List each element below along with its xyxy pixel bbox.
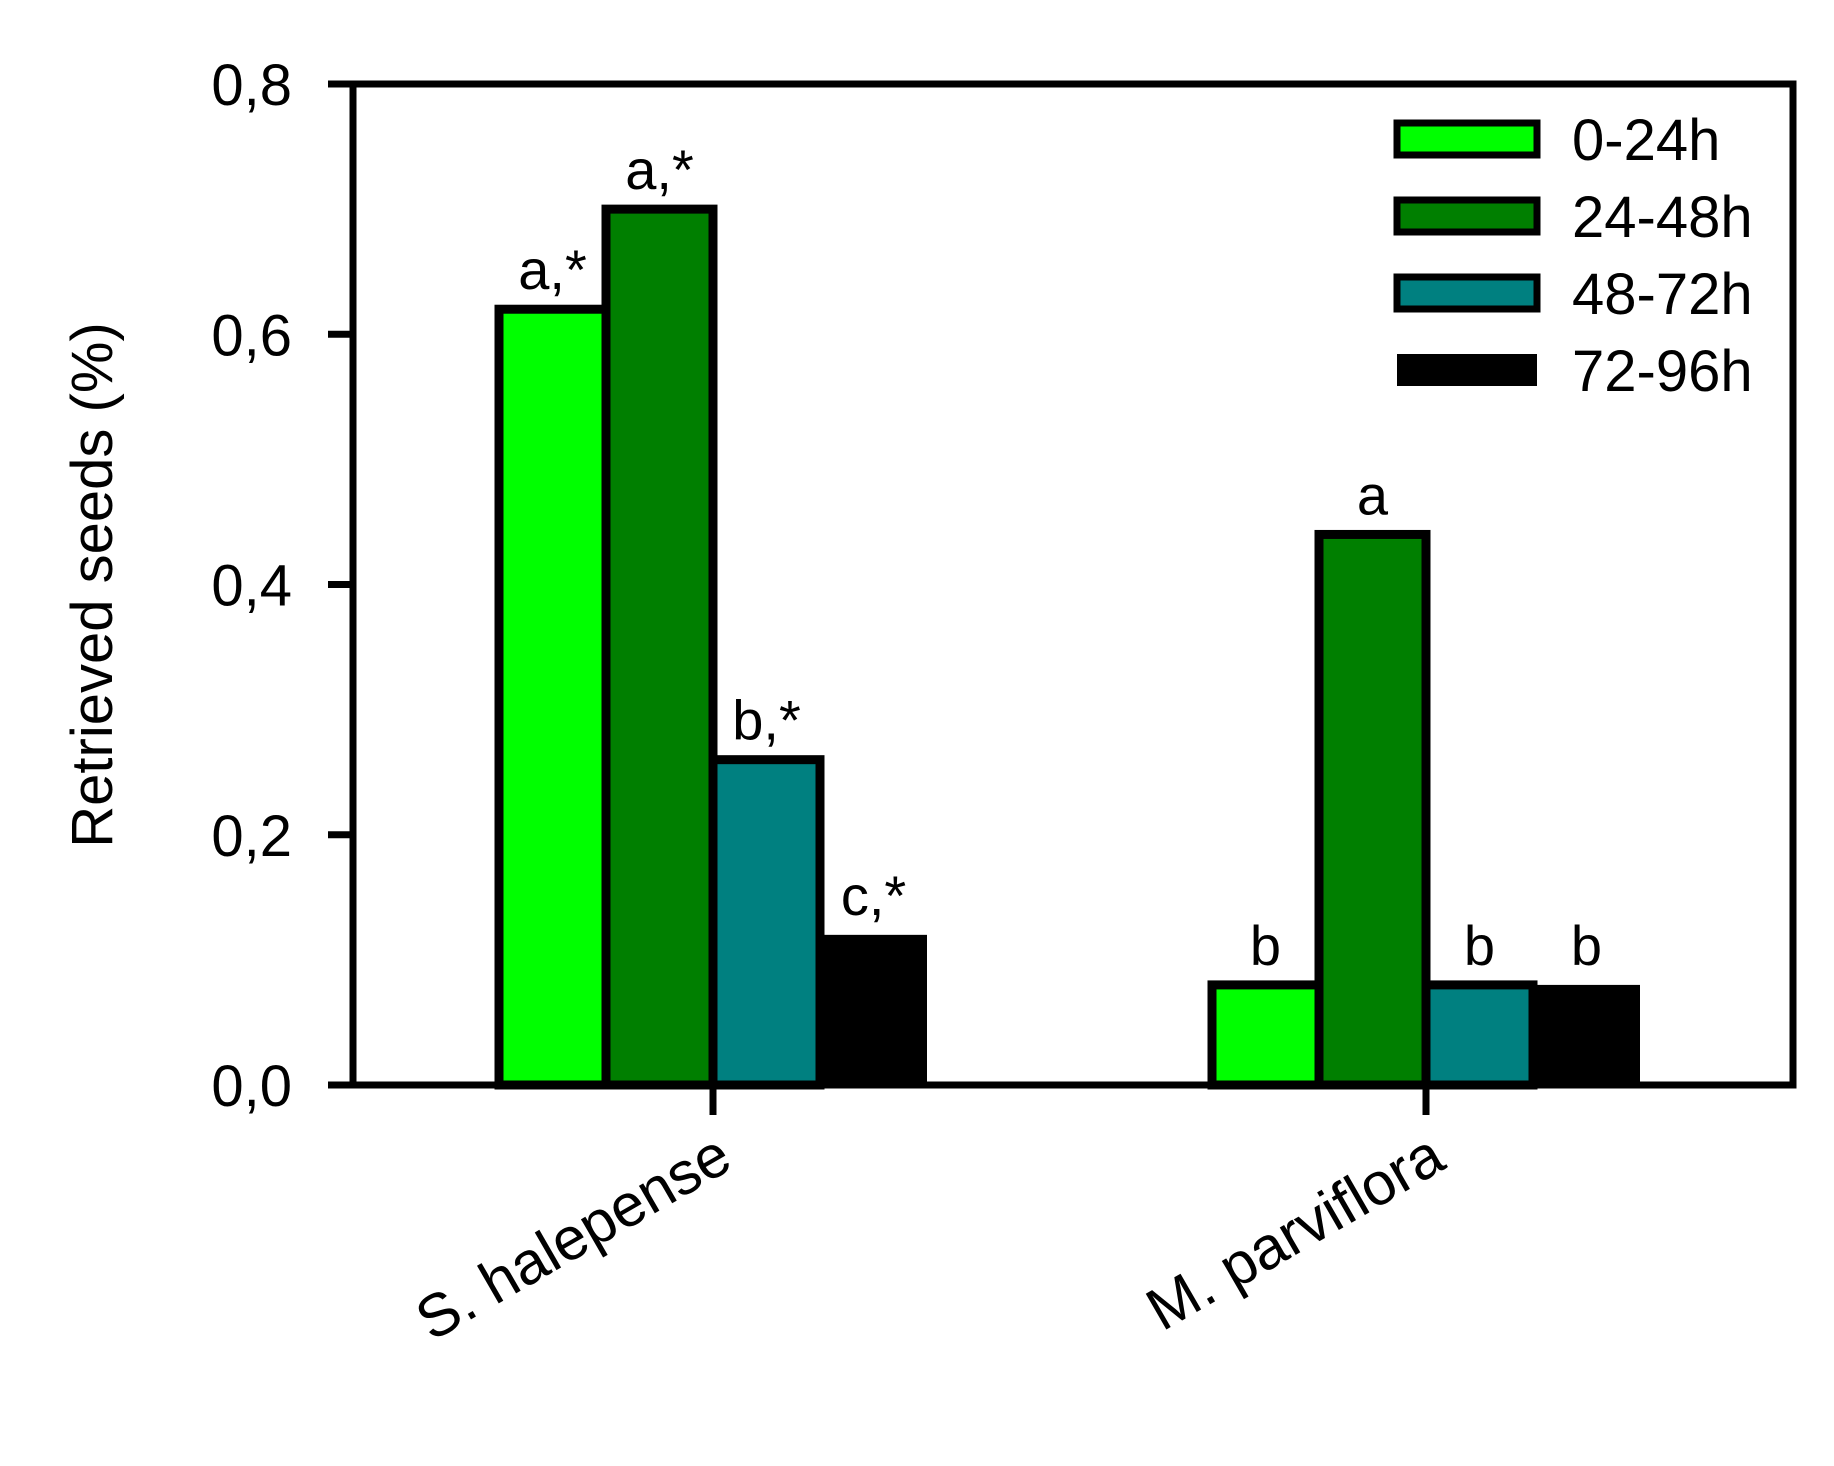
legend-swatch xyxy=(1393,273,1541,313)
legend-swatch xyxy=(1393,196,1541,236)
y-tick-label: 0,4 xyxy=(211,554,292,619)
x-category-label: M. parviflora xyxy=(1135,1120,1455,1343)
data-label: b xyxy=(1250,914,1281,977)
legend-label: 48-72h xyxy=(1572,262,1753,327)
y-axis-label: Retrieved seeds (%) xyxy=(60,322,125,847)
data-label: a xyxy=(1357,463,1389,526)
legend-swatch xyxy=(1393,119,1541,159)
legend-label: 24-48h xyxy=(1572,185,1753,250)
data-label: b xyxy=(1571,914,1602,977)
bar-48-72h-1 xyxy=(1421,980,1538,1090)
data-label: b xyxy=(1464,914,1495,977)
bars-layer xyxy=(494,204,1640,1090)
legend-swatch xyxy=(1397,354,1537,386)
data-label: b,* xyxy=(732,689,801,752)
y-tick-label: 0,6 xyxy=(211,303,292,368)
data-labels-layer: a,* b a,* a b,* b c,* b xyxy=(518,138,1602,977)
bar-0-24h-0 xyxy=(494,304,611,1090)
legend-label: 72-96h xyxy=(1572,339,1753,404)
legend-label: 0-24h xyxy=(1572,108,1720,173)
legend: 0-24h 24-48h 48-72h 72-96h xyxy=(1393,108,1753,404)
y-tick-label: 0,0 xyxy=(211,1054,292,1119)
bar-72-96h-0 xyxy=(820,934,927,1085)
bar-72-96h-1 xyxy=(1533,984,1640,1085)
data-label: c,* xyxy=(841,864,906,927)
bar-24-48h-1 xyxy=(1314,529,1431,1090)
y-tick-label: 0,8 xyxy=(211,53,292,118)
x-category-label: S. halepense xyxy=(405,1120,742,1353)
data-label: a,* xyxy=(518,238,587,301)
bar-24-48h-0 xyxy=(601,204,718,1090)
y-tick-label: 0,2 xyxy=(211,804,292,869)
bar-0-24h-1 xyxy=(1207,980,1324,1090)
bar-48-72h-0 xyxy=(708,755,825,1090)
data-label: a,* xyxy=(625,138,694,201)
axes-layer: 0,0 0,2 0,4 0,6 0,8 S. halepense M. parviflora xyxy=(211,53,1797,1353)
